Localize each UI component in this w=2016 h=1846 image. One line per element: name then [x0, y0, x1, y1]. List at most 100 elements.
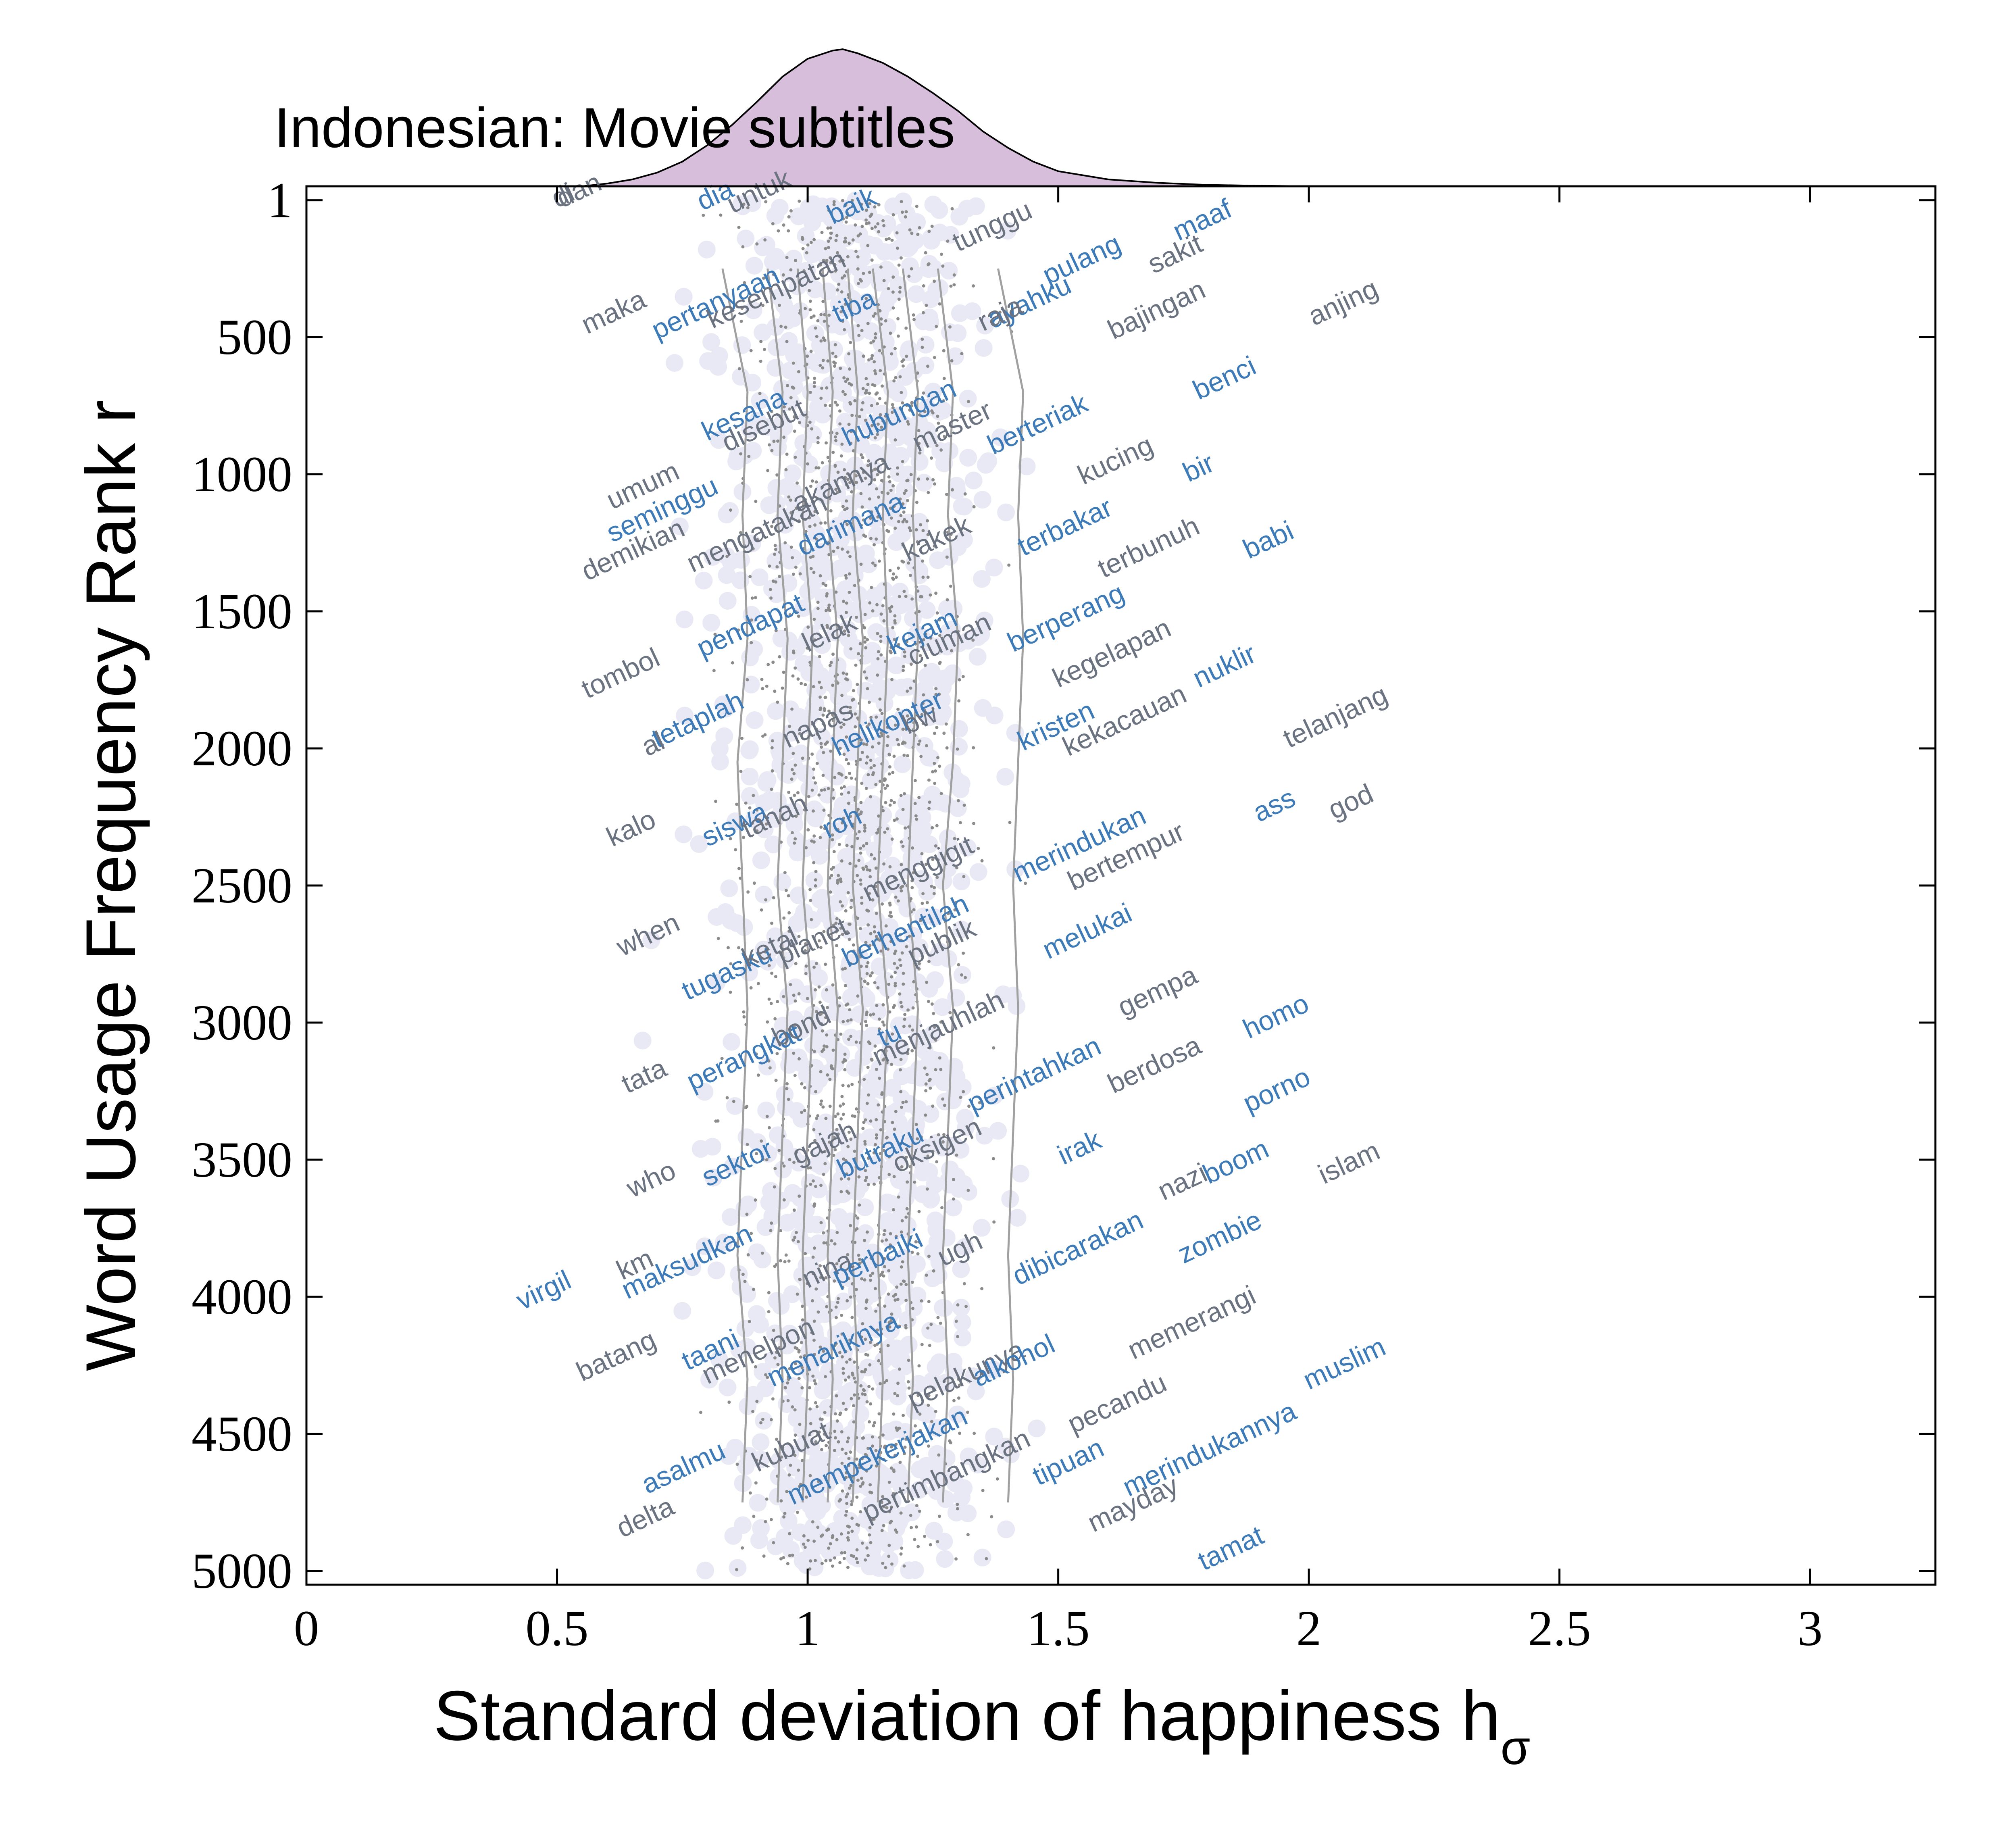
halo-point	[772, 629, 790, 648]
data-point	[841, 967, 845, 971]
halo-point	[914, 585, 932, 603]
data-point	[949, 284, 953, 288]
data-point	[893, 962, 896, 965]
halo-point	[841, 967, 859, 985]
data-point	[972, 746, 975, 750]
data-point	[786, 1562, 789, 1565]
data-point	[803, 1546, 807, 1549]
halo-point	[780, 1482, 798, 1500]
word-label: porno	[1238, 1061, 1315, 1119]
data-point	[891, 406, 895, 410]
halo-point	[866, 587, 884, 605]
halo-point	[676, 706, 694, 725]
data-point	[870, 971, 874, 975]
data-point	[881, 604, 885, 608]
halo-point	[710, 1350, 728, 1369]
y-tick-label: 1000	[192, 447, 292, 502]
halo-point	[758, 1058, 776, 1076]
data-point	[896, 472, 899, 476]
data-point	[990, 1515, 993, 1519]
data-point	[847, 1038, 851, 1041]
data-point	[856, 837, 859, 840]
data-point	[770, 449, 774, 452]
data-point	[873, 225, 877, 229]
data-point	[850, 698, 854, 702]
halo-point	[934, 401, 952, 419]
data-point	[918, 1429, 922, 1432]
data-point	[790, 831, 794, 835]
data-point	[773, 544, 777, 547]
data-point	[925, 1273, 928, 1277]
data-point	[922, 693, 925, 697]
halo-point	[790, 708, 808, 726]
data-point	[831, 351, 835, 355]
halo-point	[887, 656, 905, 675]
data-point	[883, 1229, 887, 1233]
data-point	[729, 990, 732, 994]
halo-point	[914, 1161, 932, 1179]
data-point	[893, 621, 897, 625]
data-point	[852, 1404, 855, 1408]
data-point	[776, 439, 780, 443]
data-point	[816, 1525, 820, 1529]
data-point	[825, 441, 828, 445]
halo-point	[760, 791, 779, 809]
data-point	[856, 267, 860, 271]
x-axis-label-subscript: σ	[1500, 1721, 1530, 1775]
data-point	[860, 1370, 864, 1373]
data-point	[883, 1265, 886, 1269]
data-point	[886, 735, 890, 738]
data-point	[846, 1299, 849, 1302]
data-point	[893, 984, 897, 988]
x-tick-label: 2.5	[1528, 1601, 1591, 1656]
halo-point	[746, 711, 764, 729]
data-point	[907, 561, 910, 565]
halo-point	[745, 256, 763, 275]
data-point	[904, 1324, 908, 1327]
data-point	[774, 1079, 778, 1082]
data-point	[785, 256, 789, 259]
halo-point	[937, 795, 955, 813]
data-point	[883, 1257, 886, 1261]
word-label: memerangi	[1123, 1279, 1260, 1365]
halo-point	[811, 1279, 829, 1297]
y-tick-label: 500	[217, 310, 293, 365]
data-point	[737, 946, 741, 950]
data-point	[823, 1162, 827, 1165]
data-point	[918, 1509, 921, 1513]
halo-point	[675, 825, 693, 844]
word-label: nuklir	[1188, 638, 1260, 694]
data-point	[879, 1128, 883, 1131]
data-point	[783, 541, 787, 545]
data-point	[894, 1235, 898, 1238]
halo-point	[771, 1029, 789, 1047]
data-point	[946, 240, 950, 243]
halo-point	[1028, 1419, 1046, 1438]
data-point	[901, 727, 905, 731]
data-point	[873, 857, 877, 860]
data-point	[814, 1090, 818, 1094]
data-point	[835, 1394, 838, 1398]
word-label: virgil	[512, 1265, 576, 1316]
halo-point	[831, 559, 849, 577]
data-point	[784, 889, 788, 892]
data-point	[898, 406, 902, 410]
halo-point	[814, 1381, 832, 1400]
data-point	[948, 325, 952, 329]
data-point	[904, 489, 908, 492]
data-point	[846, 255, 850, 258]
halo-point	[928, 1419, 946, 1437]
data-point	[820, 386, 824, 390]
data-point	[941, 264, 945, 268]
data-point	[916, 371, 920, 375]
data-point	[804, 964, 808, 968]
halo-point	[696, 1237, 714, 1255]
word-label: who	[621, 1154, 680, 1204]
data-point	[870, 356, 873, 360]
data-point	[787, 1259, 791, 1263]
data-point	[888, 480, 891, 483]
data-point	[849, 1450, 852, 1454]
data-point	[848, 382, 851, 385]
halo-point	[785, 802, 803, 820]
data-point	[862, 533, 866, 537]
